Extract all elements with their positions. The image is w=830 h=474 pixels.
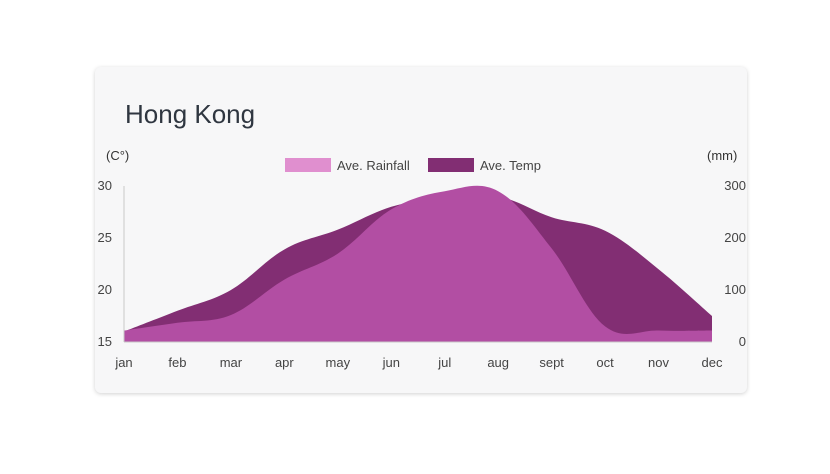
right-axis-ticks: 300 200 100 0 <box>724 178 746 349</box>
legend: Ave. Rainfall Ave. Temp <box>285 158 541 173</box>
x-tick-label: jan <box>114 355 132 370</box>
right-tick-label: 300 <box>724 178 746 193</box>
left-tick-label: 20 <box>98 282 112 297</box>
x-tick-label: mar <box>220 355 243 370</box>
left-tick-label: 25 <box>98 230 112 245</box>
right-tick-label: 0 <box>739 334 746 349</box>
x-tick-label: apr <box>275 355 294 370</box>
right-tick-label: 100 <box>724 282 746 297</box>
legend-swatch <box>285 158 331 172</box>
x-tick-label: feb <box>168 355 186 370</box>
x-tick-label: nov <box>648 355 669 370</box>
legend-item-ave-rainfall[interactable]: Ave. Rainfall <box>285 158 410 173</box>
x-tick-label: jul <box>437 355 451 370</box>
chart-title: Hong Kong <box>125 99 256 129</box>
x-tick-label: jun <box>382 355 400 370</box>
left-axis-ticks: 30 25 20 15 <box>98 178 112 349</box>
legend-label: Ave. Temp <box>480 158 541 173</box>
series-areas <box>124 185 712 342</box>
legend-label: Ave. Rainfall <box>337 158 410 173</box>
x-tick-label: aug <box>487 355 509 370</box>
left-tick-label: 15 <box>98 334 112 349</box>
right-tick-label: 200 <box>724 230 746 245</box>
legend-swatch <box>428 158 474 172</box>
left-tick-label: 30 <box>98 178 112 193</box>
x-tick-label: may <box>326 355 351 370</box>
x-axis-ticks: jan feb mar apr may jun jul aug sept oct nov dec <box>114 355 723 370</box>
legend-item-ave-temp[interactable]: Ave. Temp <box>428 158 541 173</box>
x-tick-label: sept <box>539 355 564 370</box>
x-tick-label: dec <box>702 355 723 370</box>
x-tick-label: oct <box>596 355 614 370</box>
left-axis-unit: (C°) <box>106 148 129 163</box>
right-axis-unit: (mm) <box>707 148 737 163</box>
area-ave-rainfall <box>124 185 712 342</box>
